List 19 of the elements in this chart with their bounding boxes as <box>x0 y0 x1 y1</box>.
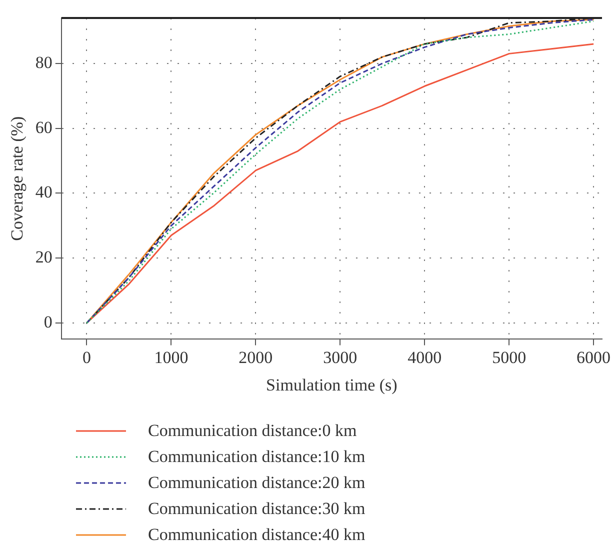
x-tick-label: 3000 <box>323 348 358 367</box>
x-tick-label: 1000 <box>154 348 188 367</box>
legend-label: Communication distance:30 km <box>148 499 366 519</box>
legend-label: Communication distance:40 km <box>148 525 366 545</box>
x-tick-label: 0 <box>82 348 91 367</box>
x-tick-label: 2000 <box>238 348 273 367</box>
x-axis-title: Simulation time (s) <box>266 375 398 394</box>
y-tick-label: 80 <box>35 52 52 72</box>
x-tick-label: 4000 <box>408 348 442 367</box>
y-axis-title: Coverage rate (%) <box>8 116 27 241</box>
x-tick-label: 5000 <box>492 348 526 367</box>
legend-label: Communication distance:10 km <box>148 447 366 467</box>
y-tick-label: 20 <box>35 248 52 267</box>
legend-label: Communication distance:0 km <box>148 421 357 441</box>
y-tick-label: 40 <box>35 182 52 202</box>
legend-label: Communication distance:20 km <box>148 473 366 493</box>
y-tick-label: 0 <box>44 312 52 332</box>
y-tick-label: 60 <box>35 118 52 137</box>
x-tick-label: 6000 <box>576 348 611 367</box>
